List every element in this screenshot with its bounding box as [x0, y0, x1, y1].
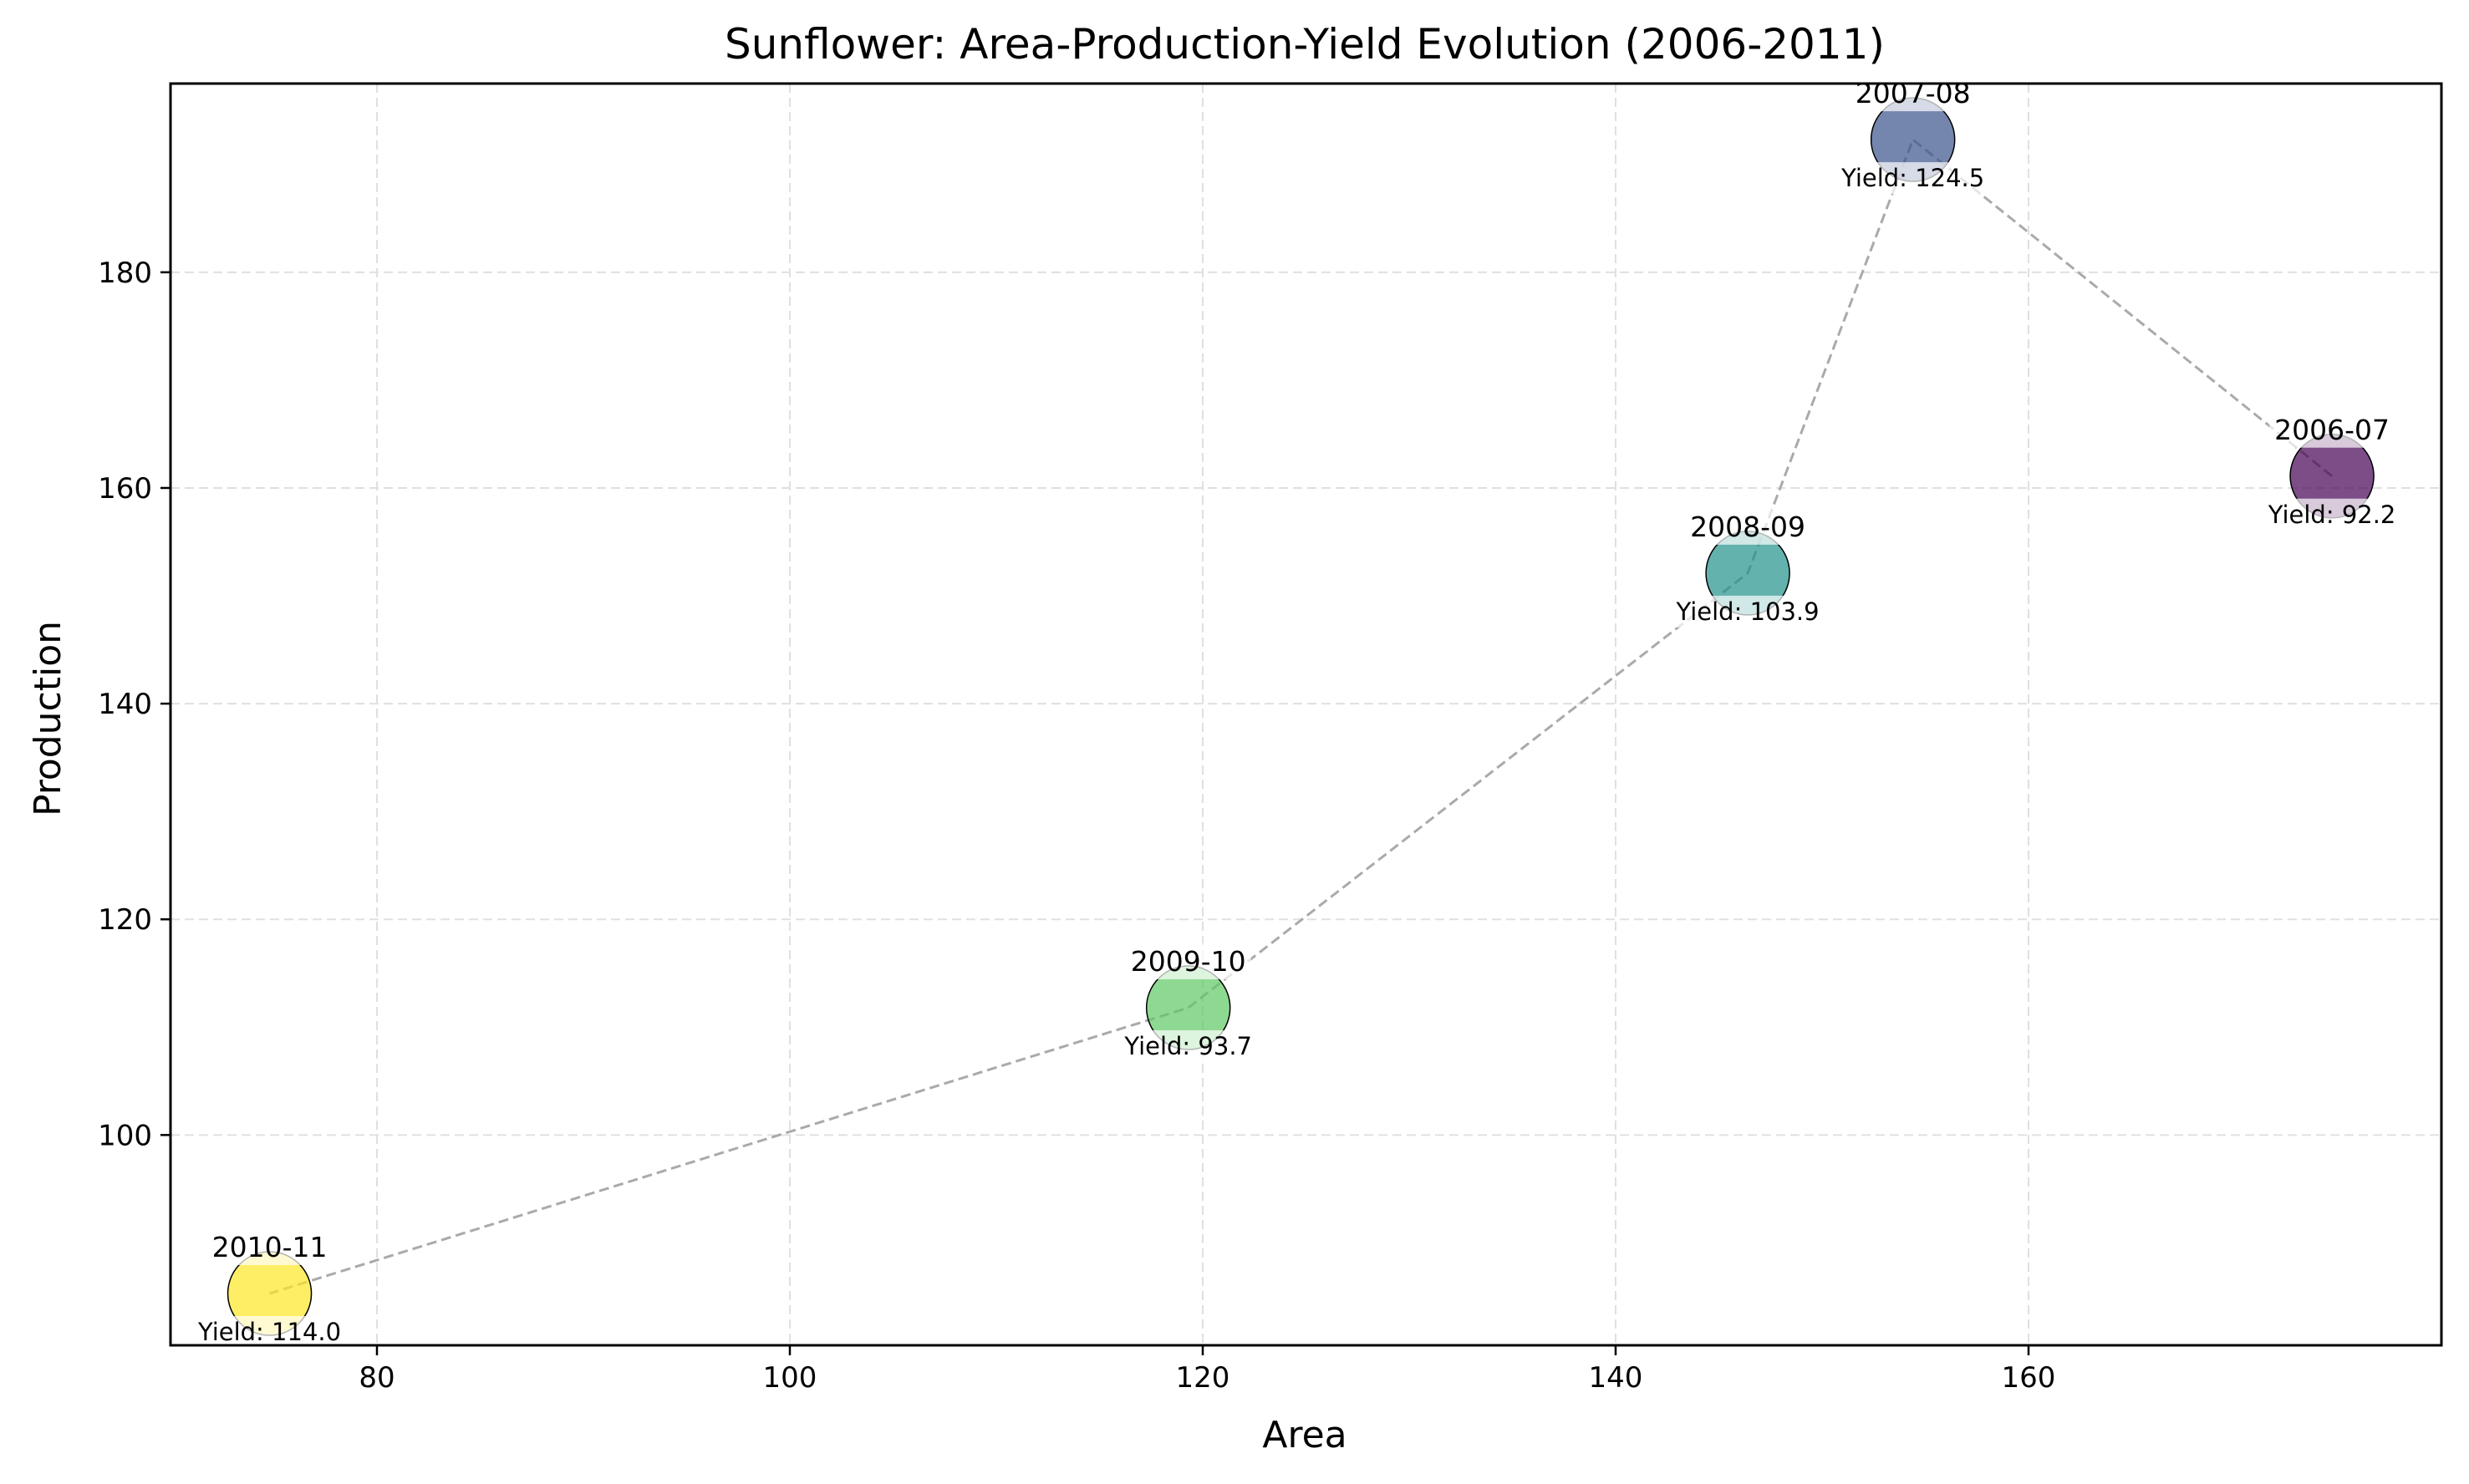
- y-tick-label: 140: [98, 688, 152, 721]
- y-tick-label: 100: [98, 1119, 152, 1152]
- yield-label-bg: [1835, 162, 1990, 195]
- data-point-2009-10: 2009-10 Yield: 93.7: [1118, 943, 1258, 1063]
- grid-layer: [171, 84, 2441, 1345]
- data-point-label: 2010-11: [212, 1231, 328, 1263]
- data-point-label: 2007-08: [1856, 77, 1971, 109]
- yield-label-bg: [1118, 1030, 1258, 1063]
- data-point-2006-07: 2006-07 Yield: 92.2: [2262, 411, 2401, 531]
- data-point-label-bg: [1685, 508, 1811, 545]
- data-point-2010-11: 2010-11 Yield: 114.0: [192, 1229, 347, 1349]
- x-tick-label: 140: [1589, 1361, 1643, 1395]
- yield-label: Yield: 103.9: [1676, 597, 1820, 626]
- x-tick-label: 80: [359, 1361, 395, 1395]
- x-tick-label: 160: [2002, 1361, 2056, 1395]
- yield-label-bg: [2262, 498, 2401, 531]
- y-axis-label: Production: [27, 621, 69, 816]
- data-point-label-bg: [2269, 411, 2395, 448]
- ticks-layer: 80 100 120 140 160 100 120 140 160 180: [98, 257, 2055, 1395]
- yield-label: Yield: 114.0: [197, 1318, 341, 1346]
- plot-frame: [169, 82, 2443, 1347]
- data-point-label: 2006-07: [2274, 414, 2390, 446]
- data-point-label: 2008-09: [1690, 511, 1805, 543]
- data-point-label-bg: [1125, 943, 1251, 980]
- chart-title: Sunflower: Area-Production-Yield Evoluti…: [725, 20, 1885, 69]
- points-layer: 2006-07 Yield: 92.2 2007-08 Yield: 124.5 200…: [192, 75, 2401, 1349]
- y-tick-label: 160: [98, 472, 152, 506]
- data-point-label: 2009-10: [1131, 945, 1246, 978]
- yield-label: Yield: 93.7: [1123, 1032, 1252, 1060]
- yield-label: Yield: 92.2: [2268, 501, 2396, 529]
- x-axis-label: Area: [1262, 1414, 1346, 1456]
- data-point-2008-09: 2008-09 Yield: 103.9: [1670, 508, 1825, 628]
- yield-label: Yield: 124.5: [1840, 164, 1984, 192]
- y-tick-label: 180: [98, 257, 152, 290]
- x-tick-label: 120: [1176, 1361, 1230, 1395]
- data-point-label-bg: [206, 1229, 333, 1266]
- y-tick-label: 120: [98, 903, 152, 937]
- yield-label-bg: [192, 1316, 347, 1349]
- x-tick-label: 100: [763, 1361, 817, 1395]
- yield-label-bg: [1670, 595, 1825, 628]
